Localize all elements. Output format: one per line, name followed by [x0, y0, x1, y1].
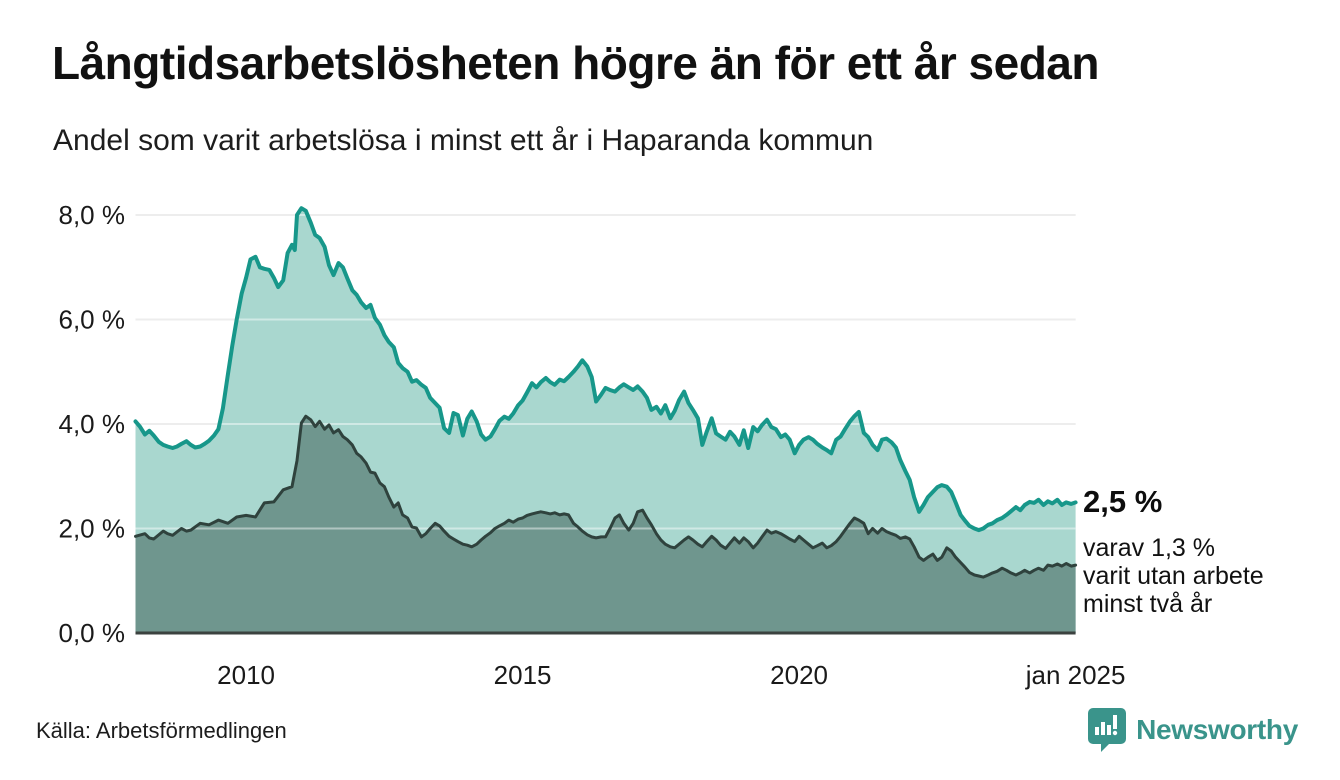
x-tick-label: 2020	[770, 660, 828, 690]
x-tick-label: jan 2025	[1025, 660, 1126, 690]
series-line-0	[133, 206, 1078, 533]
annotation-line: varav 1,3 %	[1083, 534, 1216, 562]
y-tick-label: 2,0 %	[59, 514, 126, 544]
newsworthy-logo: Newsworthy	[1087, 707, 1298, 752]
page-title: Långtidsarbetslösheten högre än för ett …	[52, 37, 1099, 89]
annotation-line: minst två år	[1083, 590, 1213, 618]
y-tick-label: 8,0 %	[59, 200, 126, 230]
end-value-annotation: 2,5 % varav 1,3 % varit utan arbete mins…	[1083, 484, 1313, 618]
series-area-1	[135, 416, 1076, 633]
y-tick-label: 0,0 %	[59, 618, 126, 648]
annotation-total-value: 2,5 %	[1083, 484, 1163, 519]
series-line-1	[134, 414, 1078, 579]
y-tick-label: 6,0 %	[59, 305, 126, 335]
x-tick-label: 2015	[494, 660, 552, 690]
source-credit: Källa: Arbetsförmedlingen	[36, 718, 287, 743]
y-tick-label: 4,0 %	[59, 409, 126, 439]
annotation-detail: varav 1,3 % varit utan arbete minst två …	[1083, 534, 1313, 618]
x-tick-label: 2010	[217, 660, 275, 690]
newsworthy-wordmark: Newsworthy	[1136, 713, 1298, 745]
newsworthy-icon	[1088, 708, 1127, 752]
annotation-line: varit utan arbete	[1083, 562, 1264, 590]
chart-subtitle: Andel som varit arbetslösa i minst ett å…	[53, 124, 874, 157]
